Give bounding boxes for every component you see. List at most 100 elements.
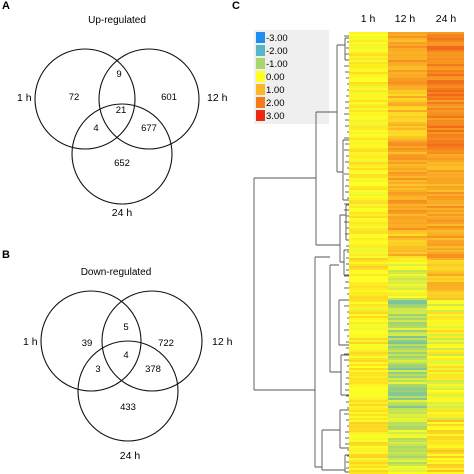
heatmap-cell: [349, 384, 388, 387]
dendrogram-branch: [344, 37, 349, 61]
heatmap-cell: [427, 112, 464, 115]
heatmap-cell: [349, 60, 388, 63]
heatmap-cell: [349, 62, 388, 65]
heatmap-cell: [349, 448, 388, 451]
heatmap-cell: [388, 50, 427, 53]
heatmap-cell: [427, 402, 464, 405]
dendrogram-branch: [336, 44, 345, 173]
venn-b-label-12h: 12 h: [212, 336, 233, 348]
heatmap-cell: [349, 366, 388, 369]
heatmap-cell: [427, 426, 464, 429]
heatmap-cell: [349, 168, 388, 171]
heatmap-cell: [349, 54, 388, 57]
heatmap-cell: [388, 212, 427, 215]
heatmap-cell: [388, 108, 427, 111]
heatmap-cell: [388, 272, 427, 275]
heatmap-cell: [388, 234, 427, 237]
heatmap-cell: [349, 98, 388, 101]
heatmap-cell: [388, 102, 427, 105]
heatmap-cell: [349, 422, 388, 425]
dendrogram-branch: [342, 139, 349, 201]
heatmap-cell: [349, 350, 388, 353]
dendrogram-branch: [344, 454, 349, 473]
heatmap-cell: [427, 394, 464, 397]
heatmap-cell: [427, 204, 464, 207]
heatmap-cell: [427, 224, 464, 227]
heatmap-cell: [427, 198, 464, 201]
heatmap-cell: [388, 106, 427, 109]
heatmap-cell: [427, 302, 464, 305]
heatmap-cell: [427, 160, 464, 163]
heatmap-cell: [349, 92, 388, 95]
legend-swatch: [256, 110, 265, 121]
heatmap-cell: [349, 42, 388, 45]
venn-b-count-all: 4: [123, 350, 128, 361]
heatmap-cell: [427, 374, 464, 377]
heatmap-cell: [388, 286, 427, 289]
heatmap-cell: [388, 222, 427, 225]
heatmap-cell: [427, 86, 464, 89]
heatmap-cell: [388, 446, 427, 449]
heatmap-cell: [349, 340, 388, 343]
heatmap-cell: [388, 90, 427, 93]
heatmap-cell: [427, 52, 464, 55]
heatmap-cell: [349, 68, 388, 71]
heatmap-cell: [388, 356, 427, 359]
heatmap-cell: [427, 114, 464, 117]
heatmap-cell: [388, 248, 427, 251]
venn-a-label-1h: 1 h: [17, 92, 32, 104]
heatmap-cell: [349, 370, 388, 373]
heatmap-cell: [388, 254, 427, 257]
heatmap-cell: [427, 452, 464, 455]
heatmap-cell: [388, 112, 427, 115]
heatmap-cell: [388, 192, 427, 195]
heatmap-cell: [388, 308, 427, 311]
heatmap-cell: [427, 324, 464, 327]
heatmap-cell: [388, 132, 427, 135]
heatmap-cell: [388, 154, 427, 157]
heatmap-cell: [427, 346, 464, 349]
heatmap-cell: [427, 168, 464, 171]
heatmap-cell: [427, 108, 464, 111]
heatmap-cell: [349, 360, 388, 363]
heatmap-cell: [427, 220, 464, 223]
heatmap-cell: [388, 422, 427, 425]
heatmap-cell: [349, 404, 388, 407]
heatmap-cell: [388, 146, 427, 149]
heatmap-cell: [349, 322, 388, 325]
heatmap-cell: [388, 352, 427, 355]
heatmap-cell: [427, 298, 464, 301]
heatmap-cell: [349, 312, 388, 315]
heatmap-cell: [427, 100, 464, 103]
legend-swatch: [256, 58, 265, 69]
heatmap-cell: [388, 126, 427, 129]
heatmap-cell: [427, 454, 464, 457]
heatmap-cell: [388, 266, 427, 269]
heatmap-cell: [388, 228, 427, 231]
heatmap-cell: [349, 220, 388, 223]
heatmap-cell: [427, 256, 464, 259]
heatmap-cell: [388, 116, 427, 119]
heatmap-cell: [349, 40, 388, 43]
heatmap-cell: [427, 364, 464, 367]
heatmap-cell: [388, 80, 427, 83]
heatmap-cell: [388, 362, 427, 365]
heatmap-cell: [388, 398, 427, 401]
heatmap-cell: [388, 142, 427, 145]
heatmap-cell: [427, 250, 464, 253]
heatmap-cell: [349, 46, 388, 49]
heatmap-cell: [427, 48, 464, 51]
heatmap-cell: [427, 408, 464, 411]
heatmap-cell: [427, 468, 464, 471]
heatmap-cell: [388, 196, 427, 199]
heatmap-cell: [427, 244, 464, 247]
heatmap-cell: [388, 118, 427, 121]
heatmap-cell: [388, 412, 427, 415]
heatmap-cell: [349, 278, 388, 281]
heatmap-cell: [388, 168, 427, 171]
heatmap-cell: [388, 360, 427, 363]
heatmap-cell: [427, 226, 464, 229]
heatmap-cell: [427, 208, 464, 211]
heatmap-cell: [427, 118, 464, 121]
